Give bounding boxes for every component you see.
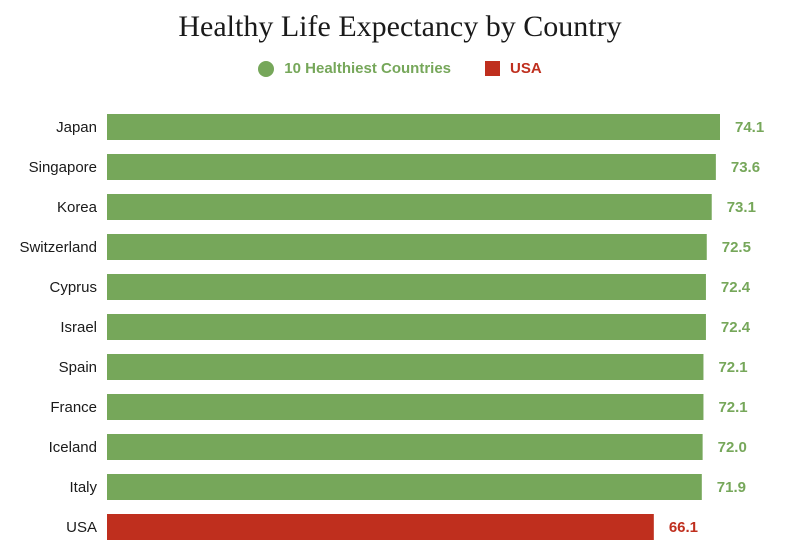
bar-switzerland	[107, 234, 707, 260]
legend-label: 10 Healthiest Countries	[284, 60, 452, 77]
value-label: 72.0	[718, 439, 747, 456]
category-label: Japan	[56, 119, 97, 136]
bar-israel	[107, 314, 706, 340]
bar-cyprus	[107, 274, 706, 300]
category-label: Spain	[59, 359, 97, 376]
value-label: 73.1	[727, 199, 756, 216]
category-label: Iceland	[49, 439, 97, 456]
category-label: Israel	[60, 319, 97, 336]
chart-title: Healthy Life Expectancy by Country	[178, 10, 622, 43]
value-label: 66.1	[669, 519, 698, 536]
category-label: Singapore	[29, 159, 97, 176]
value-label: 73.6	[731, 159, 760, 176]
bar-iceland	[107, 434, 703, 460]
category-label: Italy	[69, 479, 97, 496]
legend: 10 Healthiest Countries USA	[0, 60, 800, 77]
category-label: Cyprus	[49, 279, 97, 296]
legend-square-marker	[485, 61, 501, 76]
category-label: Switzerland	[19, 239, 97, 256]
bar-spain	[107, 354, 704, 380]
category-label: France	[50, 399, 97, 416]
bar-japan	[107, 114, 720, 140]
bar-singapore	[107, 154, 716, 180]
bar-france	[107, 394, 704, 420]
value-label: 72.1	[718, 359, 747, 376]
bar-korea	[107, 194, 712, 220]
legend-label: USA	[510, 60, 542, 77]
legend-item-usa: USA	[485, 60, 542, 77]
bar-italy	[107, 474, 702, 500]
value-label: 74.1	[735, 119, 764, 136]
value-label: 72.1	[718, 399, 747, 416]
legend-item-top10: 10 Healthiest Countries	[258, 60, 451, 77]
bar-usa	[107, 514, 654, 540]
category-label: USA	[66, 519, 97, 536]
value-label: 72.4	[721, 279, 751, 296]
legend-circle-marker	[258, 60, 275, 77]
value-label: 72.4	[721, 319, 751, 336]
value-label: 72.5	[722, 239, 751, 256]
category-label: Korea	[57, 199, 98, 216]
value-label: 71.9	[717, 479, 746, 496]
